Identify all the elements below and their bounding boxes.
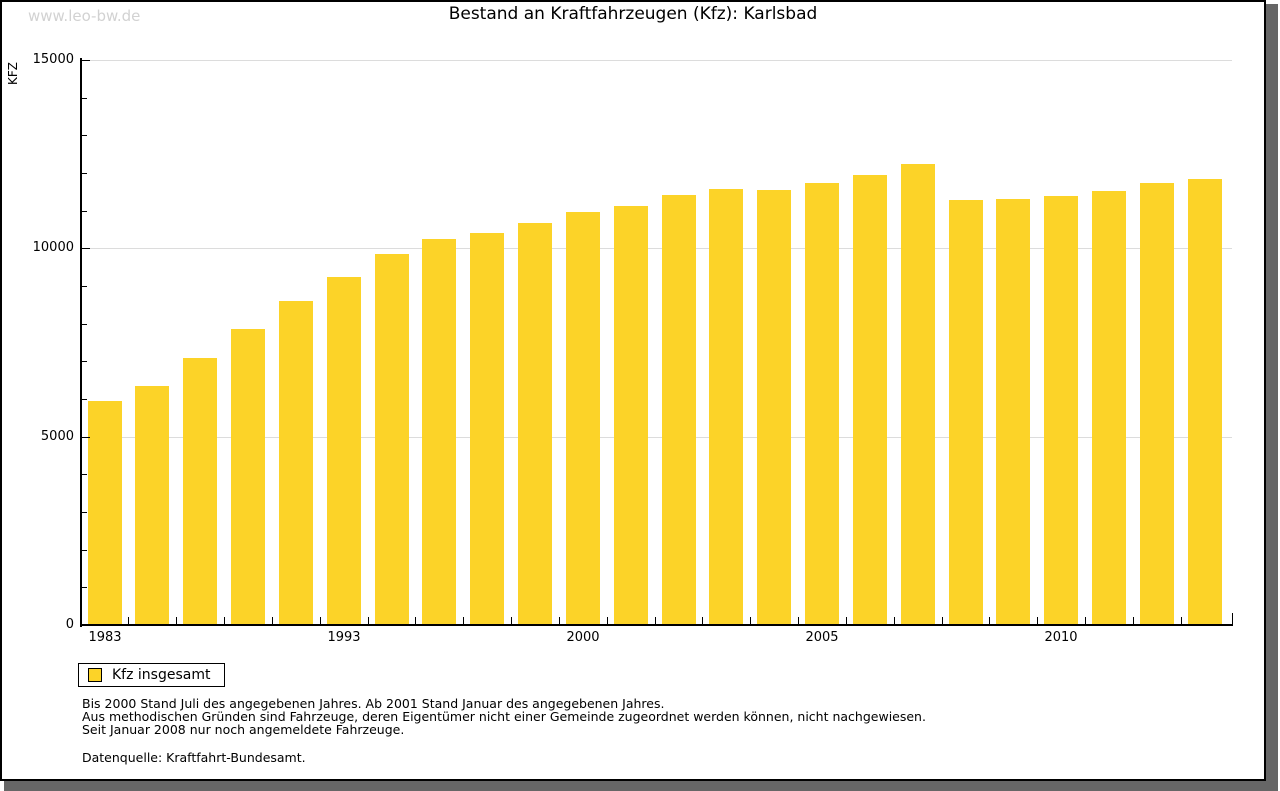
x-tick-10 (607, 617, 608, 625)
bar-2001 (614, 206, 648, 625)
bar-1987 (183, 358, 217, 625)
x-axis-end-tick (1232, 613, 1233, 625)
bar-1985 (135, 386, 169, 625)
x-tick-5 (368, 617, 369, 625)
x-tick-17 (942, 617, 943, 625)
bar-1995 (375, 254, 409, 625)
y-minor-tick-11000 (82, 211, 87, 212)
bar-1999 (518, 223, 552, 625)
x-tick-0 (128, 617, 129, 625)
y-major-tick-10000 (82, 248, 90, 249)
x-tick-6 (415, 617, 416, 625)
bar-2003 (709, 189, 743, 625)
y-minor-tick-9000 (82, 286, 87, 287)
legend-label: Kfz insgesamt (112, 667, 211, 683)
legend-swatch-icon (88, 668, 102, 682)
chart-title: Bestand an Kraftfahrzeugen (Kfz): Karlsb… (448, 4, 818, 24)
x-tick-21 (1133, 617, 1134, 625)
x-tick-label-2000: 2000 (566, 630, 600, 645)
bar-1998 (470, 233, 504, 625)
x-tick-19 (1037, 617, 1038, 625)
y-axis-title: KFZ (6, 62, 20, 85)
x-tick-8 (511, 617, 512, 625)
y-minor-tick-14000 (82, 98, 87, 99)
x-tick-2 (224, 617, 225, 625)
y-tick-label-0: 0 (65, 617, 74, 632)
y-minor-tick-13000 (82, 135, 87, 136)
x-tick-14 (798, 617, 799, 625)
footnotes: Bis 2000 Stand Juli des angegebenen Jahr… (82, 697, 926, 736)
x-tick-13 (750, 617, 751, 625)
x-tick-16 (894, 617, 895, 625)
bar-2007 (901, 164, 935, 625)
bar-2008 (949, 200, 983, 625)
bar-2005 (805, 183, 839, 625)
gridline-15000 (82, 60, 1232, 61)
data-source: Datenquelle: Kraftfahrt-Bundesamt. (82, 750, 306, 765)
y-axis-line (80, 58, 82, 627)
bar-2006 (853, 175, 887, 625)
x-tick-label-2005: 2005 (805, 630, 839, 645)
x-tick-9 (559, 617, 560, 625)
y-tick-label-10000: 10000 (32, 240, 74, 255)
legend: Kfz insgesamt (78, 663, 226, 687)
y-minor-tick-8000 (82, 324, 87, 325)
bar-1983 (88, 401, 122, 625)
gridline-5000 (82, 436, 1232, 438)
y-minor-tick-2000 (82, 550, 87, 551)
bar-1991 (279, 301, 313, 625)
x-tick-15 (846, 617, 847, 625)
bar-1997 (422, 239, 456, 625)
gridline-10000 (82, 248, 1232, 250)
bar-2012 (1140, 183, 1174, 625)
bar-2004 (757, 190, 791, 625)
x-tick-4 (320, 617, 321, 625)
bar-2010 (1044, 196, 1078, 625)
x-tick-20 (1085, 617, 1086, 625)
x-tick-label-1983: 1983 (88, 630, 122, 645)
y-minor-tick-4000 (82, 474, 87, 475)
bar-1993 (327, 277, 361, 625)
y-minor-tick-7000 (82, 361, 87, 362)
y-major-tick-15000 (82, 60, 90, 61)
y-minor-tick-3000 (82, 512, 87, 513)
x-tick-1 (176, 617, 177, 625)
y-minor-tick-12000 (82, 173, 87, 174)
x-tick-11 (655, 617, 656, 625)
x-tick-22 (1181, 617, 1182, 625)
x-tick-3 (272, 617, 273, 625)
x-tick-7 (463, 617, 464, 625)
x-tick-18 (989, 617, 990, 625)
bar-2002 (662, 195, 696, 625)
footnote-line: Seit Januar 2008 nur noch angemeldete Fa… (82, 722, 405, 737)
y-tick-label-5000: 5000 (40, 429, 74, 444)
x-tick-12 (702, 617, 703, 625)
y-minor-tick-1000 (82, 587, 87, 588)
y-major-tick-5000 (82, 437, 90, 438)
watermark: www.leo-bw.de (28, 7, 141, 25)
bar-2011 (1092, 191, 1126, 625)
x-axis-line (80, 624, 1233, 626)
y-tick-label-15000: 15000 (32, 52, 74, 67)
footnote-line: Bis 2000 Stand Juli des angegebenen Jahr… (82, 696, 665, 711)
bar-2013 (1188, 179, 1222, 625)
bar-1989 (231, 329, 265, 625)
footnote-line: Aus methodischen Gründen sind Fahrzeuge,… (82, 709, 926, 724)
bar-2009 (996, 199, 1030, 625)
x-tick-label-2010: 2010 (1044, 630, 1078, 645)
y-minor-tick-6000 (82, 399, 87, 400)
x-tick-label-1993: 1993 (327, 630, 361, 645)
bar-2000 (566, 212, 600, 625)
